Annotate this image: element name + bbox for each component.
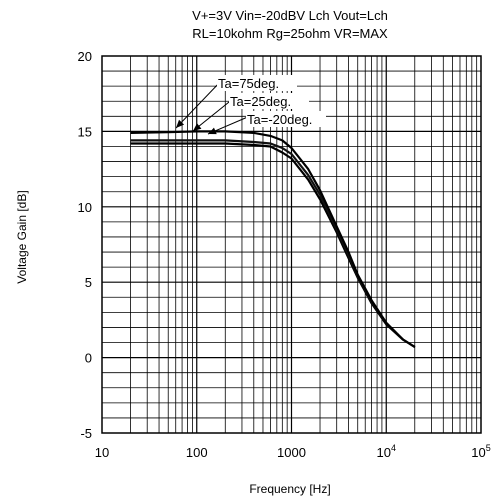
annotation-leader-1	[192, 97, 235, 132]
series-line-1	[130, 139, 416, 348]
chart-title-line-1: V+=3V Vin=-20dBV Lch Vout=Lch	[192, 8, 388, 23]
y-axis-label: Voltage Gain [dB]	[15, 190, 29, 284]
series-line-2	[130, 130, 416, 348]
y-tick-labels: -5 0 5 10 15 20	[78, 49, 92, 441]
y-tick-label-4: 15	[78, 124, 92, 139]
series-lines	[130, 130, 416, 348]
y-tick-label-1: 0	[85, 351, 92, 366]
y-tick-label-5: 20	[78, 49, 92, 64]
annotation-arrowhead-0	[176, 119, 185, 128]
chart-title-line-2: RL=10kohm Rg=25ohm VR=MAX	[192, 26, 388, 41]
x-tick-exponent-3: 4	[391, 443, 396, 453]
annotation-label-bg-1	[229, 93, 309, 109]
annotation-label-bg-2	[246, 111, 326, 127]
annotation-label-bg-0	[217, 75, 297, 91]
x-tick-labels: 10 100 1000 104 105	[95, 443, 491, 460]
y-tick-label-2: 5	[85, 275, 92, 290]
x-tick-label-0: 10	[95, 445, 109, 460]
annotation-label-1: Ta=25deg.	[230, 94, 291, 109]
x-tick-label-3: 104	[377, 443, 396, 460]
annotation-label-2: Ta=-20deg.	[247, 112, 312, 127]
x-tick-label-1: 100	[186, 445, 208, 460]
y-tick-label-0: -5	[80, 426, 92, 441]
x-tick-label-4: 105	[471, 443, 490, 460]
major-gridlines	[102, 56, 481, 433]
x-axis-label: Frequency [Hz]	[249, 482, 331, 496]
annotation-label-0: Ta=75deg.	[218, 76, 279, 91]
x-tick-exponent-4: 5	[486, 443, 491, 453]
annotation-arrowhead-2	[208, 127, 217, 135]
annotations: Ta=75deg. Ta=25deg. Ta=-20deg.	[175, 75, 326, 135]
y-tick-label-3: 10	[78, 200, 92, 215]
plot-frame	[101, 55, 482, 434]
annotation-arrowhead-1	[193, 123, 202, 131]
x-tick-label-2: 1000	[277, 445, 306, 460]
series-line-0	[130, 142, 416, 348]
annotation-leader-0	[175, 79, 223, 129]
